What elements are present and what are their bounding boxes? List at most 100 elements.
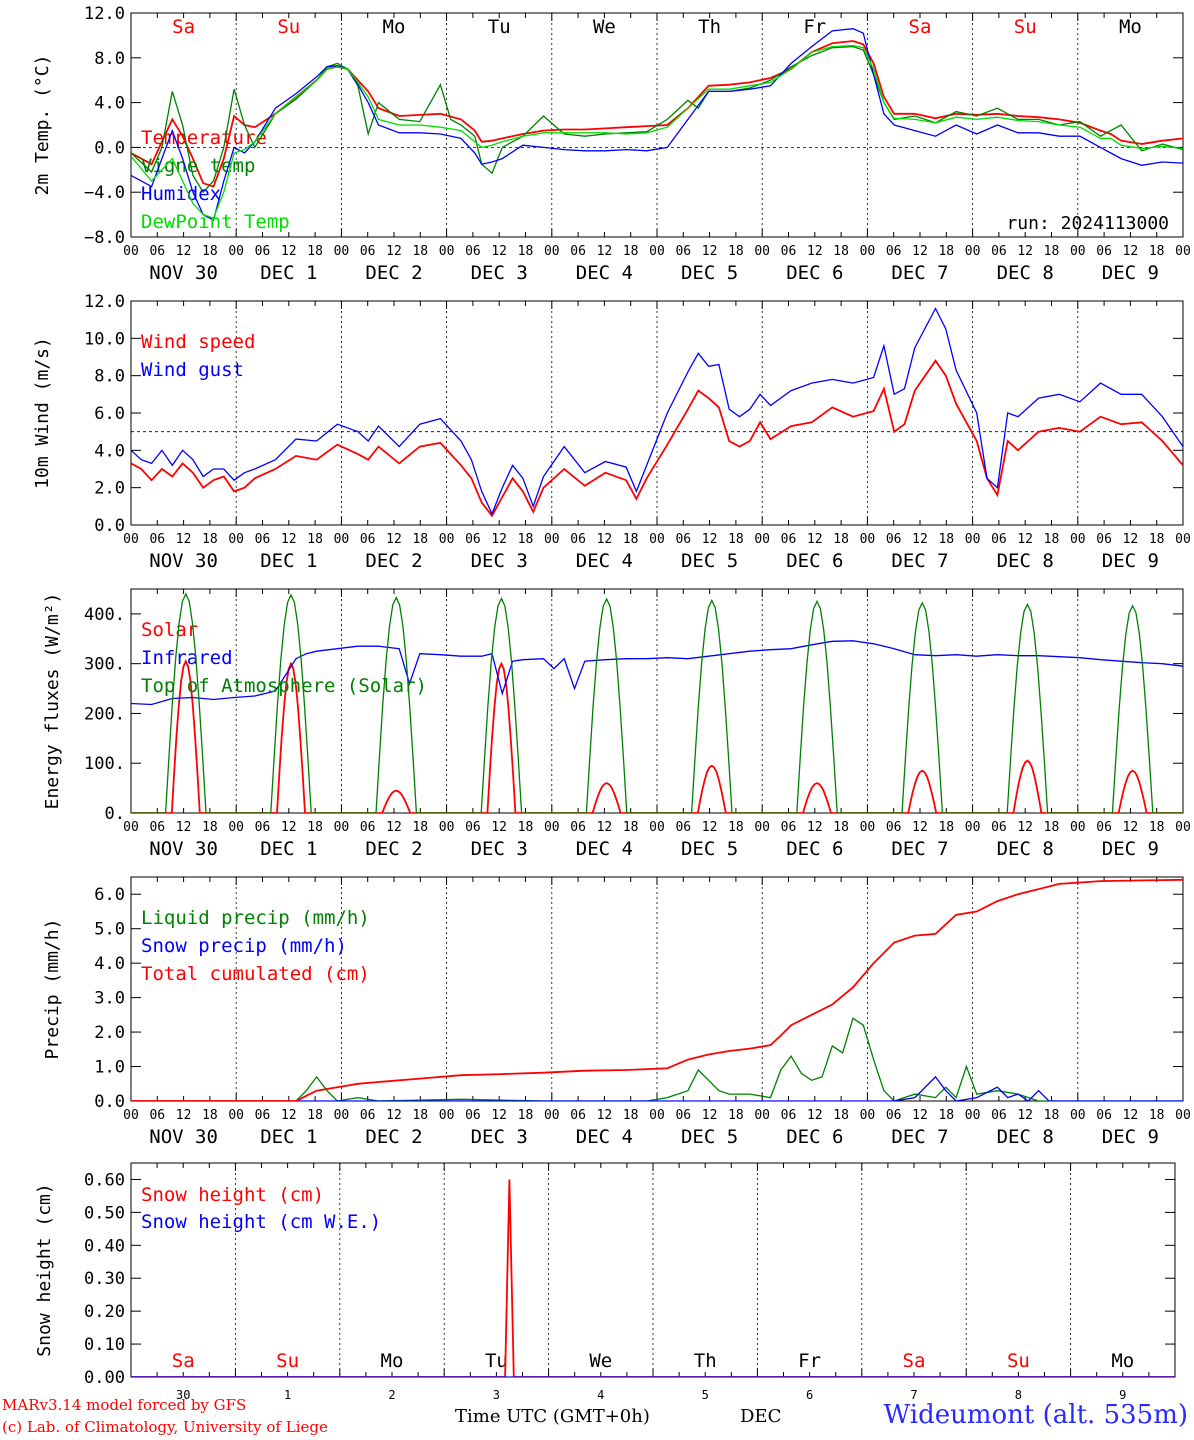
hour-tick-label: 18	[307, 532, 323, 547]
hour-tick-label: 00	[649, 532, 665, 547]
hour-tick-label: 06	[1096, 244, 1112, 259]
weekday-label: Th	[698, 16, 721, 38]
hour-tick-label: 12	[597, 244, 613, 259]
weekday-label: Mo	[383, 16, 406, 38]
hour-tick-label: 00	[649, 820, 665, 835]
hour-tick-label: 06	[570, 820, 586, 835]
hour-tick-label: 12	[1017, 820, 1033, 835]
y-tick-label: 8.0	[94, 49, 125, 69]
date-label: DEC 3	[471, 550, 528, 572]
weekday-label: We	[593, 16, 616, 38]
hour-tick-label: 18	[623, 1108, 639, 1123]
y-tick-label: 10.0	[84, 329, 125, 349]
y-tick-label: 4.0	[94, 441, 125, 461]
hour-tick-label: 12	[386, 532, 402, 547]
hour-tick-label: 18	[1044, 532, 1060, 547]
day-number-label: 5	[702, 1388, 709, 1402]
date-label: DEC 8	[997, 1126, 1054, 1148]
date-label: DEC 4	[576, 838, 633, 860]
hour-tick-label: 18	[938, 820, 954, 835]
hour-tick-label: 06	[465, 532, 481, 547]
weekday-label: Sa	[172, 1350, 195, 1372]
day-number-label: 3	[493, 1388, 500, 1402]
hour-tick-label: 00	[334, 820, 350, 835]
y-tick-label: 4.0	[94, 94, 125, 114]
hour-tick-label: 00	[649, 244, 665, 259]
hour-tick-label: 00	[1175, 1108, 1191, 1123]
hour-tick-label: 12	[807, 244, 823, 259]
weekday-label: Tu	[485, 1350, 508, 1372]
hour-tick-label: 12	[702, 1108, 718, 1123]
y-tick-label: 12.0	[84, 4, 125, 24]
legend-wind-speed: Wind speed	[141, 331, 255, 353]
hour-tick-label: 12	[912, 244, 928, 259]
hour-tick-label: 00	[860, 244, 876, 259]
series-line-wind-gust	[131, 307, 1183, 516]
hour-tick-label: 00	[439, 1108, 455, 1123]
date-label: DEC 9	[1102, 838, 1159, 860]
series-line-vigne-temp	[131, 45, 1183, 194]
hour-tick-label: 18	[623, 244, 639, 259]
legend-snow-height-cm-w-e-: Snow height (cm W.E.)	[141, 1211, 381, 1233]
legend-wind-gust: Wind gust	[141, 359, 244, 381]
hour-tick-label: 18	[1044, 1108, 1060, 1123]
legend-temperature: Temperature	[141, 127, 267, 149]
weekday-label: Fr	[798, 1350, 821, 1372]
hour-tick-label: 06	[675, 244, 691, 259]
hour-tick-label: 00	[965, 532, 981, 547]
y-tick-label: 0.20	[84, 1302, 125, 1322]
hour-tick-label: 12	[597, 820, 613, 835]
y-tick-label: 0.30	[84, 1269, 125, 1289]
date-label: DEC 7	[891, 838, 948, 860]
hour-tick-label: 18	[202, 244, 218, 259]
hour-tick-label: 18	[1044, 244, 1060, 259]
hour-tick-label: 12	[1123, 1108, 1139, 1123]
hour-tick-label: 12	[1017, 1108, 1033, 1123]
date-label: DEC 7	[891, 262, 948, 284]
weekday-label: Mo	[1119, 16, 1142, 38]
hour-tick-label: 06	[360, 820, 376, 835]
hour-tick-label: 12	[176, 532, 192, 547]
day-number-label: 1	[284, 1388, 291, 1402]
y-tick-label: 3.0	[94, 989, 125, 1009]
credit-model: MARv3.14 model forced by GFS	[2, 1396, 247, 1414]
credit-lab: (c) Lab. of Climatology, University of L…	[2, 1418, 328, 1436]
hour-tick-label: 00	[965, 1108, 981, 1123]
panel-2: 12.010.08.06.04.02.00.000 06 12 18 00 06 12 18 0…	[32, 292, 1191, 572]
hour-tick-label: 12	[807, 820, 823, 835]
y-tick-label: −4.0	[84, 183, 125, 203]
date-label: NOV 30	[149, 838, 218, 860]
date-label: DEC 5	[681, 262, 738, 284]
hour-tick-label: 18	[938, 1108, 954, 1123]
hour-tick-label: 06	[991, 532, 1007, 547]
hour-tick-label: 06	[781, 244, 797, 259]
y-tick-label: 5.0	[94, 920, 125, 940]
run-annotation: run: 2024113000	[1006, 213, 1169, 234]
station-label: Wideumont (alt. 535m)	[883, 1400, 1188, 1430]
time-axis-label: Time UTC (GMT+0h)	[455, 1406, 650, 1427]
hour-tick-label: 12	[1017, 244, 1033, 259]
hour-tick-label: 00	[1070, 532, 1086, 547]
date-label: DEC 7	[891, 1126, 948, 1148]
y-tick-label: 6.0	[94, 885, 125, 905]
y-tick-label: 300.	[84, 655, 125, 675]
hour-tick-label: 00	[228, 532, 244, 547]
hour-tick-label: 18	[833, 1108, 849, 1123]
date-label: DEC 1	[260, 262, 317, 284]
weekday-label: Mo	[1111, 1350, 1134, 1372]
date-label: DEC 7	[891, 550, 948, 572]
hour-tick-label: 00	[544, 820, 560, 835]
hour-tick-label: 06	[465, 1108, 481, 1123]
y-axis-title: 2m Temp. (°C)	[32, 55, 53, 196]
hour-tick-label: 06	[1096, 532, 1112, 547]
hour-tick-label: 00	[754, 244, 770, 259]
hour-tick-label: 06	[781, 1108, 797, 1123]
hour-tick-label: 00	[544, 532, 560, 547]
weekday-label: Sa	[903, 1350, 926, 1372]
series-line-infrared	[131, 640, 1183, 706]
weekday-label: Th	[694, 1350, 717, 1372]
hour-tick-label: 06	[570, 532, 586, 547]
hour-tick-label: 00	[754, 820, 770, 835]
date-label: DEC 1	[260, 1126, 317, 1148]
